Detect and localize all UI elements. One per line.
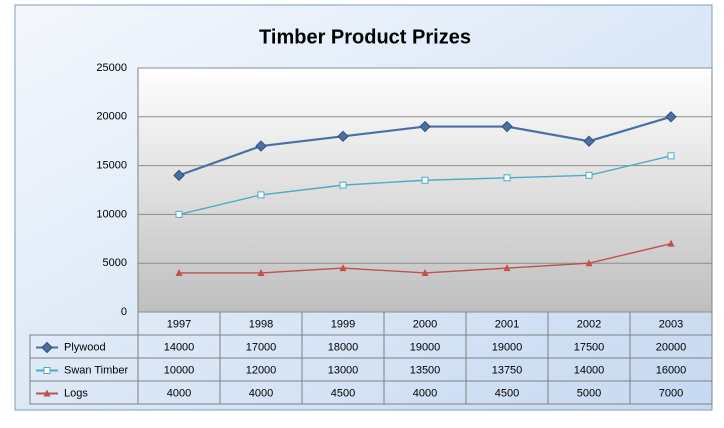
- y-tick-label: 0: [121, 306, 127, 318]
- marker: [175, 268, 183, 276]
- legend-label: Logs: [64, 387, 88, 399]
- marker: [41, 341, 53, 354]
- table-value: 13500: [410, 364, 441, 376]
- marker: [667, 152, 675, 160]
- table-value: 14000: [164, 341, 195, 353]
- x-tick-label: 2001: [495, 318, 519, 330]
- y-tick-label: 15000: [96, 160, 127, 172]
- table-value: 4000: [413, 387, 437, 399]
- marker: [43, 389, 51, 397]
- marker: [585, 171, 593, 179]
- x-tick-label: 1998: [249, 318, 273, 330]
- table-value: 4000: [249, 387, 273, 399]
- x-tick-label: 2002: [577, 318, 601, 330]
- marker: [339, 181, 347, 189]
- table-value: 17500: [574, 341, 605, 353]
- marker: [257, 191, 265, 199]
- table-value: 5000: [577, 387, 601, 399]
- marker: [173, 169, 185, 182]
- marker: [667, 239, 675, 247]
- table-value: 4000: [167, 387, 191, 399]
- table-value: 19000: [410, 341, 441, 353]
- x-tick-label: 2003: [659, 318, 683, 330]
- table-value: 14000: [574, 364, 605, 376]
- marker: [501, 120, 513, 133]
- marker: [585, 259, 593, 267]
- x-tick-label: 1997: [167, 318, 191, 330]
- table-value: 12000: [246, 364, 277, 376]
- y-tick-label: 20000: [96, 111, 127, 123]
- marker: [583, 135, 595, 147]
- marker: [665, 111, 677, 123]
- marker: [339, 264, 347, 272]
- table-value: 4500: [331, 387, 355, 399]
- marker: [503, 264, 511, 272]
- table-value: 16000: [656, 364, 687, 376]
- y-tick-label: 5000: [103, 257, 127, 269]
- y-tick-label: 10000: [96, 208, 127, 220]
- table-value: 13750: [492, 364, 523, 376]
- table-value: 19000: [492, 341, 523, 353]
- marker: [421, 176, 429, 184]
- legend-label: Plywood: [64, 341, 106, 353]
- marker: [257, 268, 265, 276]
- x-tick-label: 2000: [413, 318, 437, 330]
- marker: [421, 268, 429, 276]
- table-value: 10000: [164, 364, 195, 376]
- table-value: 18000: [328, 341, 359, 353]
- table-value: 17000: [246, 341, 277, 353]
- y-tick-label: 25000: [96, 62, 127, 74]
- marker: [255, 140, 267, 152]
- chart-title: Timber Product Prizes: [259, 26, 471, 48]
- table-value: 4500: [495, 387, 519, 399]
- marker: [175, 210, 183, 218]
- marker: [43, 367, 51, 374]
- table-value: 13000: [328, 364, 359, 376]
- legend-label: Swan Timber: [64, 364, 129, 376]
- marker: [419, 120, 431, 133]
- marker: [337, 130, 349, 143]
- marker: [503, 174, 511, 182]
- table-value: 7000: [659, 387, 683, 399]
- table-value: 20000: [656, 341, 687, 353]
- x-tick-label: 1999: [331, 318, 355, 330]
